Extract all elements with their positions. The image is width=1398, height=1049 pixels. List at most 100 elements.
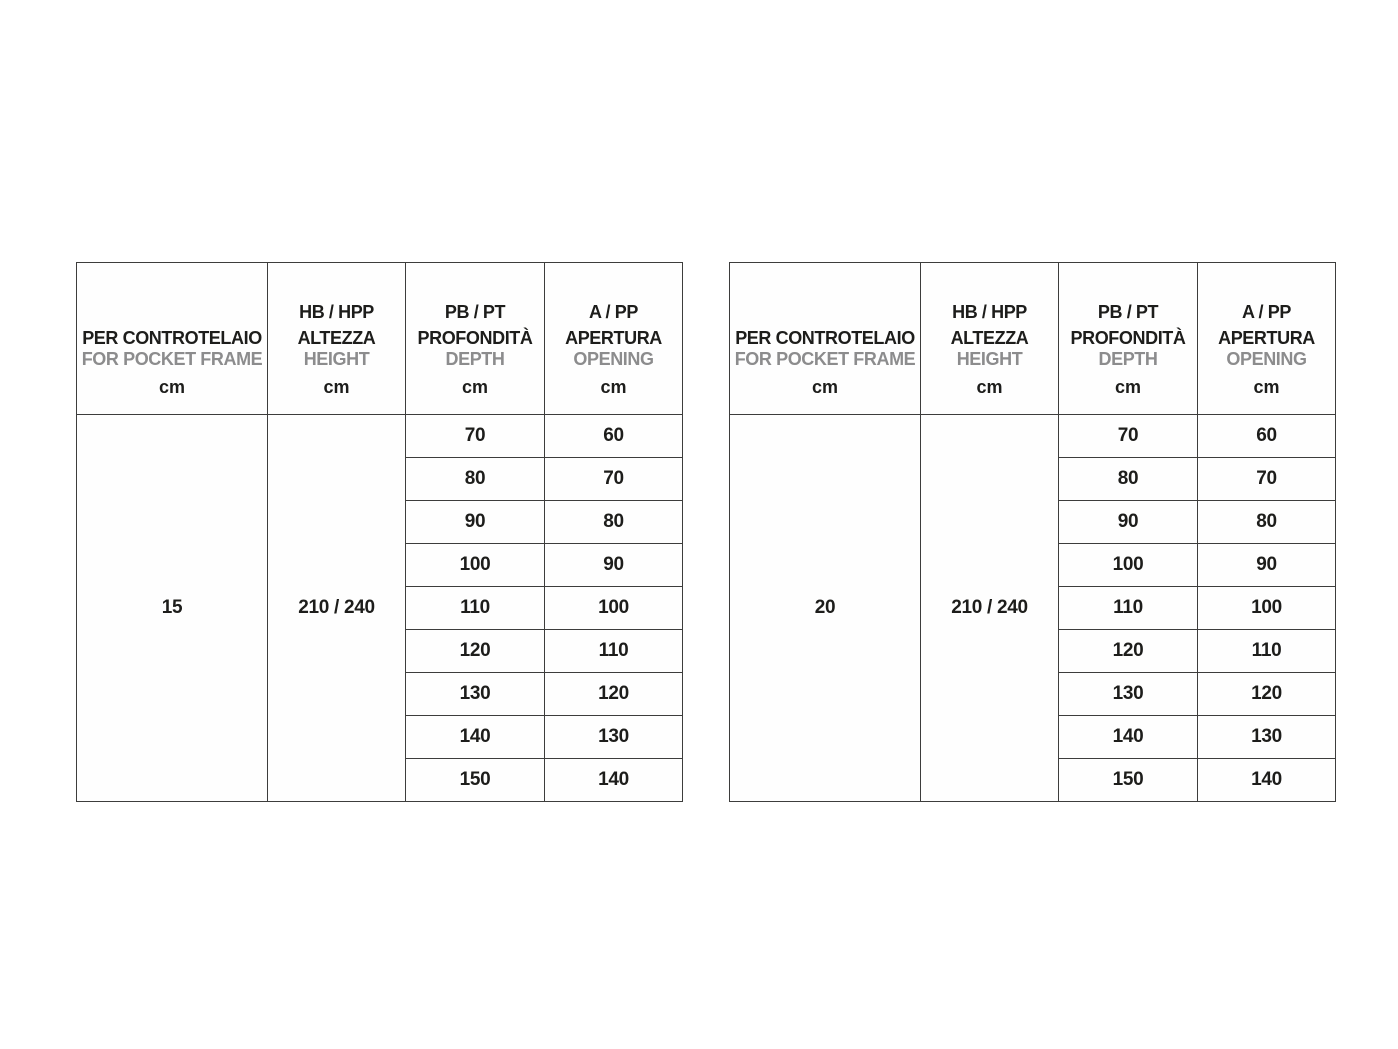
table-row: 120 110 bbox=[730, 629, 1336, 673]
header-height-code: HB / HPP bbox=[299, 302, 374, 322]
table-row: 110 100 bbox=[77, 586, 683, 630]
pocket-frame-value: 20 bbox=[729, 414, 921, 802]
opening-value: 100 bbox=[1197, 586, 1336, 630]
opening-value: 140 bbox=[544, 758, 683, 802]
header-opening-code: A / PP bbox=[589, 302, 638, 322]
table-row: 130 120 bbox=[77, 672, 683, 716]
depth-value: 100 bbox=[405, 543, 545, 587]
header-opening-label-en: OPENING bbox=[573, 349, 654, 369]
header-height-code: HB / HPP bbox=[952, 302, 1027, 322]
header-depth-unit: cm bbox=[1114, 377, 1141, 397]
table-row: 90 80 bbox=[730, 500, 1336, 544]
table-row: 20 210 / 240 70 60 bbox=[729, 414, 1336, 802]
opening-value: 80 bbox=[544, 500, 683, 544]
table-row: 100 90 bbox=[730, 543, 1336, 587]
header-depth-label: PROFONDITÀ bbox=[417, 328, 533, 348]
spec-table-pocket-frame-15: PER CONTROTELAIO FOR POCKET FRAME cm HB … bbox=[76, 262, 683, 802]
opening-value: 90 bbox=[1197, 543, 1336, 587]
opening-value: 60 bbox=[1197, 414, 1336, 458]
header-opening: A / PP APERTURA OPENING cm bbox=[544, 262, 683, 415]
depth-value: 110 bbox=[405, 586, 545, 630]
header-pocket-frame-unit: cm bbox=[811, 377, 838, 397]
opening-value: 140 bbox=[1197, 758, 1336, 802]
header-pocket-frame-label: PER CONTROTELAIO bbox=[82, 328, 262, 348]
header-height-label-en: HEIGHT bbox=[303, 349, 370, 369]
height-value: 210 / 240 bbox=[920, 414, 1059, 802]
header-height-unit: cm bbox=[323, 377, 350, 397]
table-row: 140 130 bbox=[730, 715, 1336, 759]
opening-value: 120 bbox=[544, 672, 683, 716]
table-row: 15 210 / 240 70 60 bbox=[76, 414, 683, 802]
depth-value: 140 bbox=[1058, 715, 1198, 759]
depth-value: 80 bbox=[1058, 457, 1198, 501]
header-height-label: ALTEZZA bbox=[297, 328, 376, 348]
spec-table-pocket-frame-20: PER CONTROTELAIO FOR POCKET FRAME cm HB … bbox=[729, 262, 1336, 802]
header-opening-code: A / PP bbox=[1242, 302, 1291, 322]
opening-value: 60 bbox=[544, 414, 683, 458]
table-row: 110 100 bbox=[730, 586, 1336, 630]
header-row: PER CONTROTELAIO FOR POCKET FRAME cm HB … bbox=[729, 262, 1336, 415]
depth-value: 100 bbox=[1058, 543, 1198, 587]
header-depth-code: PB / PT bbox=[1097, 302, 1159, 322]
depth-value: 90 bbox=[405, 500, 545, 544]
depth-value: 70 bbox=[1058, 414, 1198, 458]
header-depth-label-en: DEPTH bbox=[445, 349, 505, 369]
header-pocket-frame-label-en: FOR POCKET FRAME bbox=[734, 349, 916, 369]
header-depth: PB / PT PROFONDITÀ DEPTH cm bbox=[405, 262, 545, 415]
depth-value: 120 bbox=[1058, 629, 1198, 673]
opening-value: 110 bbox=[544, 629, 683, 673]
header-height: HB / HPP ALTEZZA HEIGHT cm bbox=[920, 262, 1059, 415]
depth-value: 140 bbox=[405, 715, 545, 759]
header-height-unit: cm bbox=[976, 377, 1003, 397]
depth-value: 80 bbox=[405, 457, 545, 501]
table-body: 20 210 / 240 70 60 80 70 90 80 100 90 110 100 120 110… bbox=[729, 414, 1336, 802]
header-opening: A / PP APERTURA OPENING cm bbox=[1197, 262, 1336, 415]
header-pocket-frame-label: PER CONTROTELAIO bbox=[735, 328, 915, 348]
opening-value: 70 bbox=[544, 457, 683, 501]
table-row: 90 80 bbox=[77, 500, 683, 544]
header-pocket-frame: PER CONTROTELAIO FOR POCKET FRAME cm bbox=[76, 262, 268, 415]
header-height: HB / HPP ALTEZZA HEIGHT cm bbox=[267, 262, 406, 415]
header-opening-unit: cm bbox=[600, 377, 627, 397]
header-opening-label: APERTURA bbox=[565, 328, 662, 348]
table-row: 100 90 bbox=[77, 543, 683, 587]
height-value: 210 / 240 bbox=[267, 414, 406, 802]
header-pocket-frame-unit: cm bbox=[158, 377, 185, 397]
header-depth-label: PROFONDITÀ bbox=[1070, 328, 1186, 348]
header-height-label: ALTEZZA bbox=[950, 328, 1029, 348]
depth-value: 150 bbox=[1058, 758, 1198, 802]
table-row: 80 70 bbox=[730, 457, 1336, 501]
header-depth: PB / PT PROFONDITÀ DEPTH cm bbox=[1058, 262, 1198, 415]
depth-value: 130 bbox=[405, 672, 545, 716]
table-row: 120 110 bbox=[77, 629, 683, 673]
header-depth-code: PB / PT bbox=[444, 302, 506, 322]
header-pocket-frame-label-en: FOR POCKET FRAME bbox=[81, 349, 263, 369]
header-row: PER CONTROTELAIO FOR POCKET FRAME cm HB … bbox=[76, 262, 683, 415]
table-body: 15 210 / 240 70 60 80 70 90 80 100 90 110 100 120 110… bbox=[76, 414, 683, 802]
opening-value: 120 bbox=[1197, 672, 1336, 716]
header-depth-unit: cm bbox=[461, 377, 488, 397]
depth-value: 110 bbox=[1058, 586, 1198, 630]
pocket-frame-value: 15 bbox=[76, 414, 268, 802]
opening-value: 130 bbox=[544, 715, 683, 759]
table-row: 140 130 bbox=[77, 715, 683, 759]
opening-value: 90 bbox=[544, 543, 683, 587]
opening-value: 110 bbox=[1197, 629, 1336, 673]
header-pocket-frame: PER CONTROTELAIO FOR POCKET FRAME cm bbox=[729, 262, 921, 415]
depth-value: 70 bbox=[405, 414, 545, 458]
depth-value: 90 bbox=[1058, 500, 1198, 544]
table-row: 130 120 bbox=[730, 672, 1336, 716]
opening-value: 70 bbox=[1197, 457, 1336, 501]
header-opening-unit: cm bbox=[1253, 377, 1280, 397]
depth-value: 150 bbox=[405, 758, 545, 802]
table-row: 150 140 bbox=[77, 758, 683, 802]
opening-value: 100 bbox=[544, 586, 683, 630]
opening-value: 130 bbox=[1197, 715, 1336, 759]
header-height-label-en: HEIGHT bbox=[956, 349, 1023, 369]
table-row: 80 70 bbox=[77, 457, 683, 501]
table-row: 150 140 bbox=[730, 758, 1336, 802]
depth-value: 130 bbox=[1058, 672, 1198, 716]
header-opening-label: APERTURA bbox=[1218, 328, 1315, 348]
header-opening-label-en: OPENING bbox=[1226, 349, 1307, 369]
